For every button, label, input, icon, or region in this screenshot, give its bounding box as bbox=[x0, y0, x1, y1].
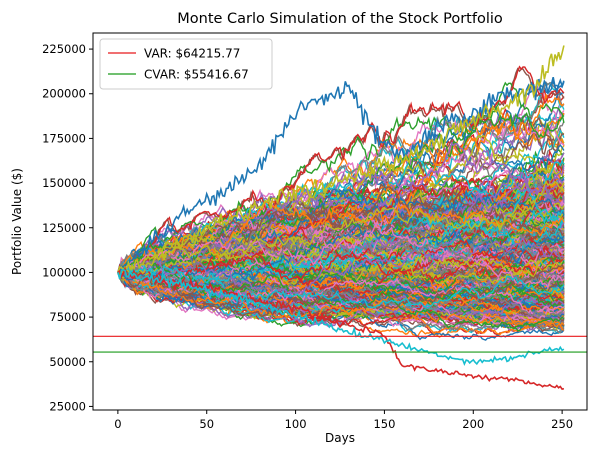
simulation-path bbox=[117, 218, 565, 283]
simulation-paths bbox=[117, 45, 565, 390]
axis-ticks: 0 50 100 150 200 250 25000 50000 75000 100000 1250… bbox=[42, 42, 573, 431]
x-tick-label: 0 bbox=[114, 417, 121, 431]
upper-olive-path bbox=[117, 45, 565, 273]
legend-box bbox=[99, 38, 273, 90]
y-tick-label: 150000 bbox=[42, 176, 86, 190]
x-axis-label: Days bbox=[325, 431, 355, 445]
simulation-path bbox=[117, 264, 565, 310]
y-tick-label: 75000 bbox=[49, 310, 86, 324]
axes-frame bbox=[92, 32, 588, 411]
upper-blue-path bbox=[117, 77, 565, 273]
y-tick-label: 100000 bbox=[42, 265, 86, 279]
y-tick-label: 125000 bbox=[42, 221, 86, 235]
legend: VAR: $64215.77 CVAR: $55416.67 bbox=[99, 38, 273, 90]
legend-var-label: VAR: $64215.77 bbox=[144, 47, 240, 61]
x-tick-label: 250 bbox=[551, 417, 573, 431]
y-tick-label: 25000 bbox=[49, 399, 86, 413]
simulation-path bbox=[117, 236, 565, 295]
reference-lines bbox=[93, 335, 587, 353]
y-tick-label: 175000 bbox=[42, 131, 86, 145]
x-tick-label: 150 bbox=[373, 417, 395, 431]
chart-title: Monte Carlo Simulation of the Stock Port… bbox=[177, 11, 503, 27]
simulation-path bbox=[117, 258, 564, 316]
simulation-path bbox=[117, 271, 565, 331]
x-tick-label: 50 bbox=[199, 417, 214, 431]
x-tick-label: 100 bbox=[285, 417, 307, 431]
legend-cvar-label: CVAR: $55416.67 bbox=[144, 68, 249, 82]
simulation-path bbox=[117, 179, 565, 275]
simulation-path bbox=[117, 201, 565, 273]
y-tick-label: 50000 bbox=[49, 355, 86, 369]
y-tick-label: 225000 bbox=[42, 42, 86, 56]
simulation-path bbox=[117, 230, 565, 289]
x-tick-label: 200 bbox=[462, 417, 484, 431]
simulation-path bbox=[117, 81, 565, 281]
simulation-path bbox=[117, 229, 565, 277]
lower-cyan-path bbox=[117, 268, 565, 367]
simulation-path bbox=[117, 221, 565, 282]
simulation-path bbox=[117, 263, 565, 318]
y-tick-label: 200000 bbox=[42, 87, 86, 101]
y-axis-label: Portfolio Value ($) bbox=[10, 168, 24, 275]
simulation-path bbox=[117, 264, 565, 309]
lower-red-path bbox=[117, 266, 565, 390]
